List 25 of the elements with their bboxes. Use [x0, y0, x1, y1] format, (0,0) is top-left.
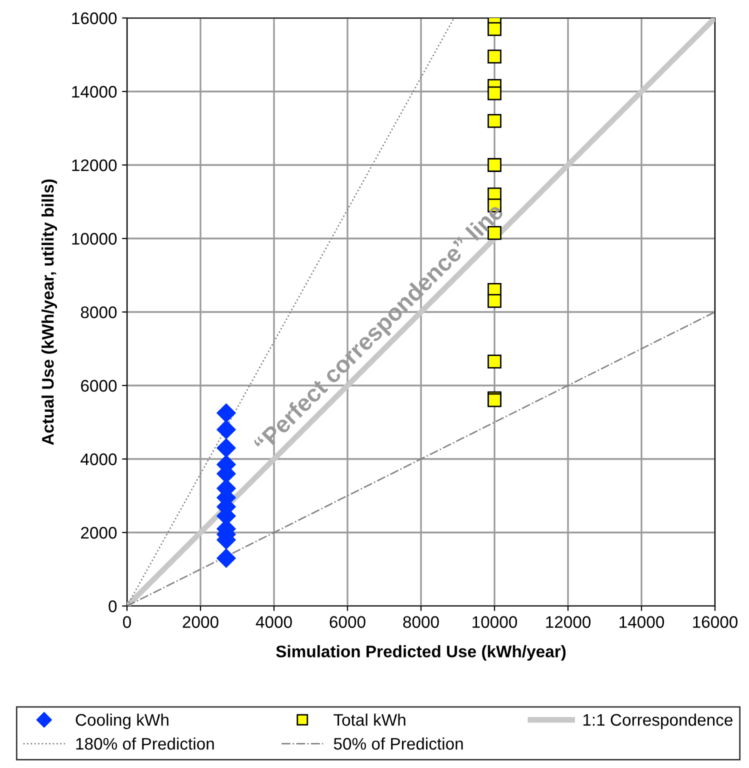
y-axis-title: Actual Use (kWh/year, utility bills) [42, 179, 58, 445]
y-tick-label: 16000 [72, 12, 117, 24]
x-tick-label: 8000 [403, 616, 439, 628]
x-tick-label: 4000 [256, 616, 292, 628]
legend-label: 50% of Prediction [334, 737, 463, 750]
x-tick-label: 2000 [182, 616, 218, 628]
x-axis-title: Simulation Predicted Use (kWh/year) [276, 645, 566, 661]
y-tick-label: 10000 [72, 232, 117, 245]
y-tick-label: 14000 [72, 86, 117, 98]
y-tick-label: 4000 [80, 453, 117, 466]
x-tick-label: 10000 [472, 616, 518, 628]
y-tick-label: 2000 [81, 526, 117, 539]
x-tick-label: 6000 [330, 616, 366, 628]
legend-label: Total kWh [334, 714, 406, 726]
legend-label: 1:1 Correspondence [583, 714, 732, 730]
y-tick-label: 6000 [81, 380, 117, 392]
y-tick-label: 0 [108, 600, 117, 612]
y-tick-label: 12000 [72, 159, 117, 172]
x-tick-label: 16000 [693, 616, 738, 628]
x-tick-label: 0 [123, 616, 131, 628]
legend-label: 180% of Prediction [76, 737, 214, 750]
legend-label: Cooling kWh [76, 714, 168, 730]
x-tick-label: 12000 [546, 616, 591, 628]
y-tick-label: 8000 [80, 306, 117, 318]
x-tick-label: 14000 [620, 616, 664, 628]
